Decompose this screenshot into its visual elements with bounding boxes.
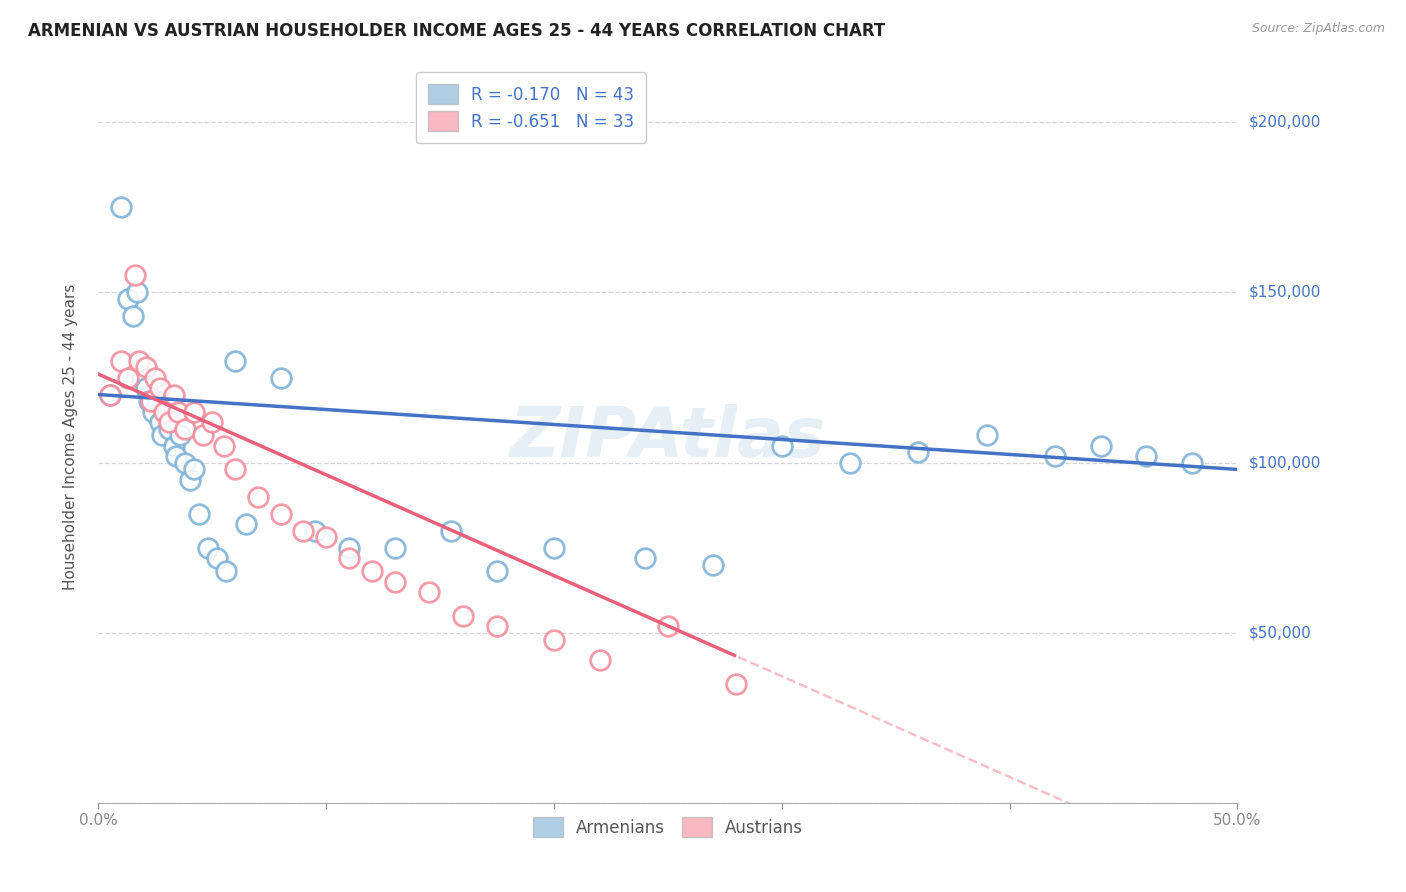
Point <box>162 387 184 401</box>
Point <box>1043 449 1066 463</box>
Point <box>135 360 157 375</box>
Text: $50,000: $50,000 <box>1249 625 1312 640</box>
Point <box>543 632 565 647</box>
Point <box>360 565 382 579</box>
Point <box>770 439 793 453</box>
Point <box>117 370 139 384</box>
Point <box>187 507 209 521</box>
Point <box>169 428 191 442</box>
Point <box>486 619 509 633</box>
Point <box>201 415 224 429</box>
Point <box>138 394 160 409</box>
Y-axis label: Householder Income Ages 25 - 44 years: Householder Income Ages 25 - 44 years <box>63 284 77 591</box>
Point <box>588 653 610 667</box>
Point <box>440 524 463 538</box>
Text: $150,000: $150,000 <box>1249 285 1320 300</box>
Point <box>150 428 173 442</box>
Point <box>153 404 176 418</box>
Point <box>149 415 172 429</box>
Point <box>304 524 326 538</box>
Point <box>149 381 172 395</box>
Point <box>139 394 162 409</box>
Point <box>162 439 184 453</box>
Point <box>224 462 246 476</box>
Text: Source: ZipAtlas.com: Source: ZipAtlas.com <box>1251 22 1385 36</box>
Point <box>117 293 139 307</box>
Point <box>315 531 337 545</box>
Point <box>110 201 132 215</box>
Point <box>183 404 205 418</box>
Point <box>270 370 292 384</box>
Point <box>135 381 157 395</box>
Point <box>235 516 257 531</box>
Text: $200,000: $200,000 <box>1249 115 1320 130</box>
Point <box>1181 456 1204 470</box>
Point <box>486 565 509 579</box>
Point <box>165 449 187 463</box>
Text: $100,000: $100,000 <box>1249 455 1320 470</box>
Point <box>142 404 165 418</box>
Point <box>270 507 292 521</box>
Point <box>127 285 149 300</box>
Point <box>215 565 238 579</box>
Point <box>657 619 679 633</box>
Point <box>193 428 215 442</box>
Point <box>110 353 132 368</box>
Point <box>384 574 406 589</box>
Text: ZIPAtlas: ZIPAtlas <box>510 403 825 471</box>
Point <box>543 541 565 555</box>
Point <box>174 421 197 435</box>
Point <box>224 353 246 368</box>
Point <box>128 353 150 368</box>
Point <box>174 456 197 470</box>
Point <box>1135 449 1157 463</box>
Point <box>157 421 180 435</box>
Point <box>839 456 862 470</box>
Text: ARMENIAN VS AUSTRIAN HOUSEHOLDER INCOME AGES 25 - 44 YEARS CORRELATION CHART: ARMENIAN VS AUSTRIAN HOUSEHOLDER INCOME … <box>28 22 886 40</box>
Point <box>292 524 315 538</box>
Point <box>167 404 190 418</box>
Point <box>205 550 228 565</box>
Point <box>418 585 440 599</box>
Point <box>337 541 360 555</box>
Point <box>197 541 219 555</box>
Point <box>451 608 474 623</box>
Point <box>145 370 167 384</box>
Legend: Armenians, Austrians: Armenians, Austrians <box>524 809 811 846</box>
Point <box>725 677 748 691</box>
Point <box>976 428 998 442</box>
Point <box>156 404 179 418</box>
Point <box>384 541 406 555</box>
Point <box>98 387 121 401</box>
Point <box>121 310 143 324</box>
Point <box>124 268 146 283</box>
Point <box>907 445 929 459</box>
Point <box>157 415 180 429</box>
Point <box>131 370 153 384</box>
Point <box>179 473 201 487</box>
Point <box>146 394 169 409</box>
Point <box>1090 439 1112 453</box>
Point <box>98 387 121 401</box>
Point <box>702 558 724 572</box>
Point <box>337 550 360 565</box>
Point <box>212 439 235 453</box>
Point <box>183 462 205 476</box>
Point <box>634 550 657 565</box>
Point <box>246 490 269 504</box>
